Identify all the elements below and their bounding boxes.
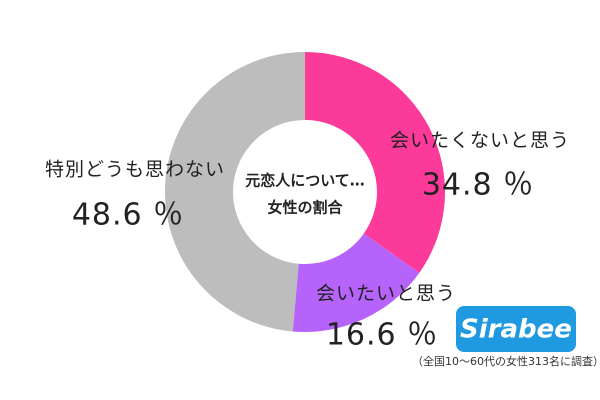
- chart-title: 元恋人について…: [245, 172, 365, 190]
- chart-subtitle: 女性の割合: [267, 199, 343, 217]
- donut: [164, 52, 445, 332]
- value-label: 48.6 ％: [72, 198, 184, 233]
- value-label: 34.8 ％: [422, 168, 534, 203]
- value-label: 16.6 ％: [326, 318, 438, 353]
- donut-segment: [164, 52, 305, 332]
- logo-box: [456, 306, 576, 352]
- category-label: 特別どうも思わない: [45, 159, 225, 181]
- donut-segment: [292, 233, 420, 332]
- donut-segment: [305, 52, 445, 273]
- logo: Sirabee: [460, 315, 572, 345]
- category-label: 会いたいと思う: [316, 283, 456, 305]
- category-label: 会いたくないと思う: [390, 130, 570, 152]
- source-note: （全国10〜60代の女性313名に調査）: [412, 354, 600, 368]
